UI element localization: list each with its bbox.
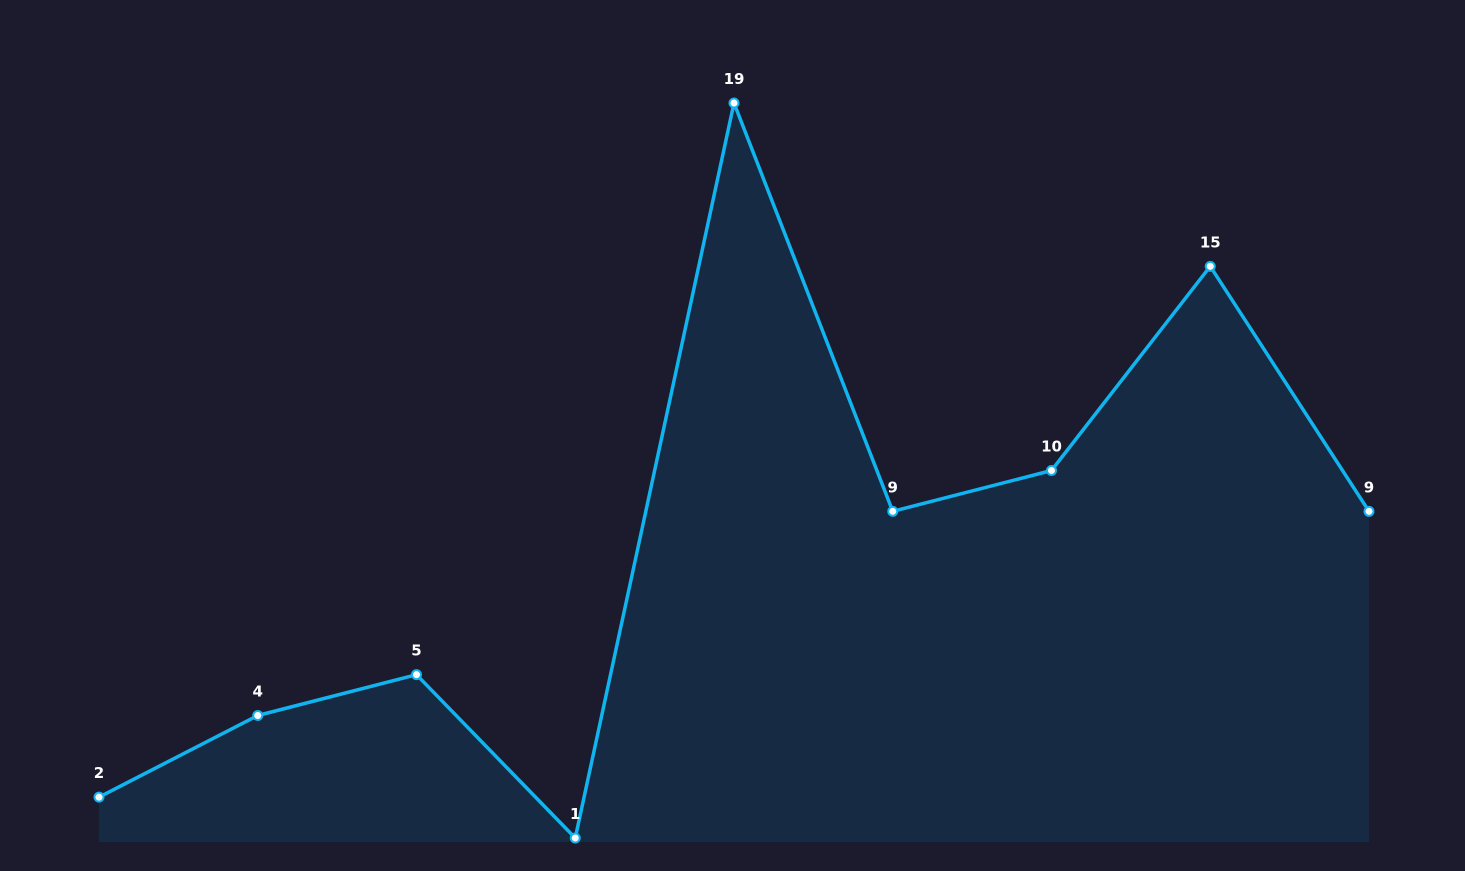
- data-point[interactable]: [728, 97, 740, 109]
- data-label: 9: [888, 478, 898, 496]
- data-point[interactable]: [93, 791, 105, 803]
- data-point[interactable]: [1046, 465, 1057, 476]
- area-fill: [99, 103, 1369, 842]
- data-point[interactable]: [1363, 505, 1375, 517]
- data-point-layer: [93, 97, 1375, 844]
- data-label: 4: [253, 683, 263, 701]
- data-label: 9: [1364, 478, 1374, 496]
- data-point[interactable]: [411, 669, 422, 681]
- area-fill-layer: [99, 103, 1369, 842]
- data-point[interactable]: [569, 832, 581, 844]
- data-label: 19: [724, 70, 745, 88]
- data-label-layer: 2 4 5 1 19 9 10 15 9: [94, 70, 1374, 823]
- data-label: 10: [1041, 438, 1062, 456]
- data-label: 2: [94, 764, 104, 782]
- data-point[interactable]: [887, 505, 899, 517]
- data-label: 5: [411, 642, 421, 660]
- data-label: 15: [1200, 233, 1221, 251]
- data-point[interactable]: [1204, 260, 1216, 272]
- data-label: 1: [570, 805, 580, 823]
- data-point[interactable]: [252, 710, 264, 721]
